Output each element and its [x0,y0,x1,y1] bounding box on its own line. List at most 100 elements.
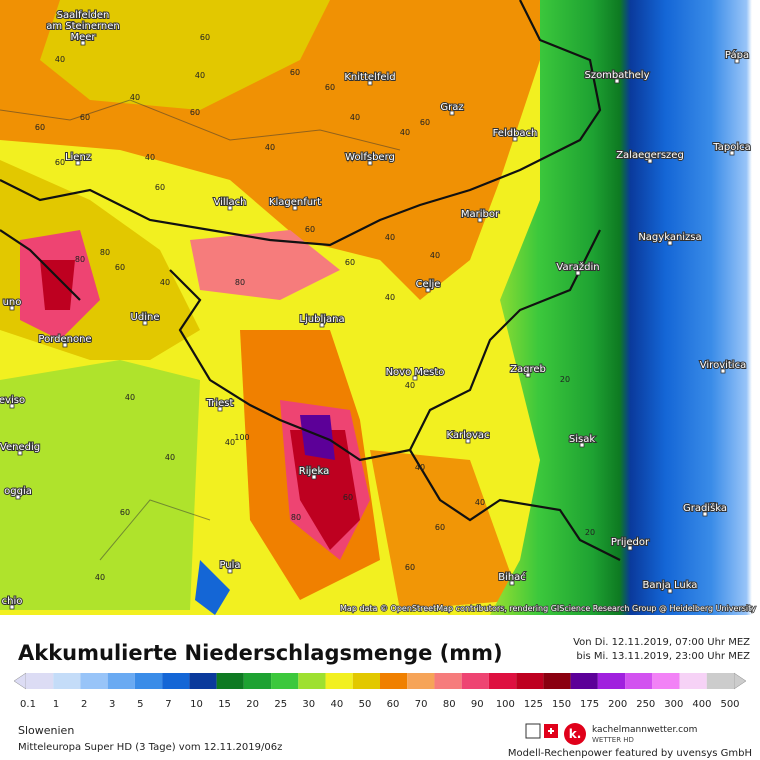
legend-swatch [597,673,626,689]
city-dot [412,375,418,381]
city-label: Banja Luka [643,580,698,591]
isoline-label: 60 [35,123,45,132]
legend-swatch [625,673,653,689]
isoline-label: 60 [345,258,355,267]
city-label: Knittelfeld [344,72,395,83]
city-dot [17,450,23,456]
legend-swatch [679,673,707,689]
legend-label: 50 [359,699,372,710]
city-label: Pápa [725,49,749,61]
city-dot [217,406,223,412]
city-dot [142,320,148,326]
legend-swatch [298,673,326,689]
legend-label: 20 [246,699,259,710]
city-dot [75,160,81,166]
legend-label: 200 [608,699,627,710]
legend-swatch [134,673,163,689]
period-to: bis Mi. 13.11.2019, 23:00 Uhr MEZ [576,651,750,662]
city-label: Szombathely [584,70,649,81]
city-dot [575,270,581,276]
credit: Modell-Rechenpower featured by uvensys G… [508,748,752,759]
legend-label: 175 [580,699,599,710]
legend-swatch [189,673,217,689]
legend-label: 7 [165,699,171,710]
city-dot [9,604,15,610]
city-dot [525,372,531,378]
isoline-label: 40 [165,453,175,462]
legend-arrow-left [13,672,27,690]
city-label: Gradiška [683,502,727,514]
legend-swatch [380,673,408,689]
legend-label: 500 [720,699,739,710]
city-dot [614,78,620,84]
city-label: Virovitica [700,360,746,371]
legend-label: 1 [53,699,59,710]
isoline-label: 40 [385,293,395,302]
city-label: Varaždin [556,261,599,273]
city-label: Venedig [0,442,40,453]
city-label: eviso [0,395,25,406]
attribution: Map data © OpenStreetMap contributors, r… [340,604,756,613]
city-dot [720,368,726,374]
city-label: Novo Mesto [386,367,445,378]
isoline-label: 20 [585,528,595,537]
city-dot [367,160,373,166]
legend-swatch [162,673,190,689]
legend-label: 80 [443,699,456,710]
isoline-label: 60 [290,68,300,77]
legend-swatch [107,673,135,689]
model: Mitteleuropa Super HD (3 Tage) vom 12.11… [18,742,282,753]
isoline-label: 60 [343,493,353,502]
legend-swatch [26,673,54,689]
legend-label: 125 [524,699,543,710]
legend-label: 15 [218,699,231,710]
city-dot [702,511,708,517]
legend-swatch [271,673,299,689]
isoline-label: 40 [475,498,485,507]
city-label: Graz [440,102,463,113]
legend-label: 300 [664,699,683,710]
isoline-label: 20 [560,375,570,384]
legend-label: 40 [331,699,344,710]
isoline-label: 60 [55,158,65,167]
isoline-label: 60 [435,523,445,532]
isoline-label: 40 [160,278,170,287]
isoline-label: 60 [405,563,415,572]
city-dot [729,150,735,156]
region: Slowenien [18,724,74,737]
city-dot [512,136,518,142]
logo: k. [525,723,586,745]
brand-sub: WETTER HD [592,736,634,744]
isoline-label: 40 [55,55,65,64]
city-label: Udine [131,312,160,323]
isoline-label: 60 [80,113,90,122]
legend-label: 150 [552,699,571,710]
city-dot [579,442,585,448]
legend-swatch [80,673,108,689]
legend-label: 250 [636,699,655,710]
city-dot [62,342,68,348]
city-label: Lienz [65,152,91,163]
legend-swatch [706,673,734,689]
isoline-label: 60 [420,118,430,127]
city-label: Saalfelden [57,10,110,21]
city-label: Zagreb [510,364,546,375]
isoline-label: 60 [200,33,210,42]
legend-label: 3 [109,699,115,710]
isoline-label: 80 [291,513,301,522]
isoline-label: 80 [100,248,110,257]
city-label: Wolfsberg [345,152,395,163]
city-dot [80,40,86,46]
city-label: uno [3,297,22,308]
city-label: Sisak [569,434,595,445]
legend-swatch [53,673,81,689]
isoline-label: 40 [130,93,140,102]
city-dot [667,240,673,246]
legend-swatch [352,673,380,689]
legend-swatch [516,673,544,689]
legend-swatch [543,673,571,689]
isoline-label: 40 [145,153,155,162]
legend-label: 10 [190,699,203,710]
isoline-label: 60 [120,508,130,517]
